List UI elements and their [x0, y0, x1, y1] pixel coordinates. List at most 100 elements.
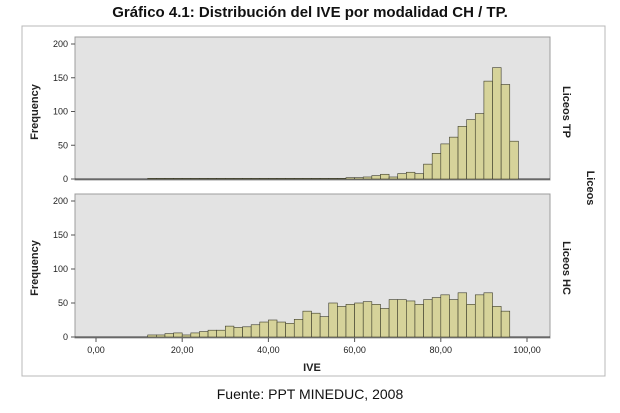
y-tick-label: 200 [53, 39, 68, 49]
histogram-bar [388, 299, 398, 338]
panel-strip-label-tp: Liceos TP [560, 86, 572, 138]
histogram-bar [268, 319, 278, 338]
histogram-bar [207, 329, 217, 338]
y-tick-label: 50 [58, 298, 68, 308]
histogram-bar [259, 321, 269, 338]
histogram-bar [225, 178, 235, 180]
y-tick-label: 100 [53, 107, 68, 117]
histogram-bar [414, 304, 424, 338]
y-tick-label: 0 [63, 332, 68, 342]
panel-liceos-hc: 0 50 100 150 200 [53, 193, 551, 342]
histogram-bar [311, 178, 321, 180]
histogram-bar [440, 294, 450, 338]
source-note: Fuente: PPT MINEDUC, 2008 [216, 386, 404, 402]
histogram-bar [345, 304, 355, 338]
histogram-bar [371, 175, 381, 180]
histogram-bar [380, 308, 390, 338]
histogram-bar [285, 178, 295, 180]
y-tick-label: 50 [58, 140, 68, 150]
histogram-bar [397, 173, 407, 180]
histogram-bar [173, 332, 183, 338]
histogram-bar [328, 178, 338, 180]
x-tick-label: 0,00 [87, 345, 105, 355]
histogram-bar [449, 136, 459, 180]
histogram-bar [207, 178, 217, 180]
histogram-bar [181, 334, 192, 338]
x-tick-label: 100,00 [513, 345, 541, 355]
histogram-bar [362, 301, 373, 338]
histogram-bar [181, 178, 192, 180]
histogram-bar [302, 310, 312, 338]
histogram-bar [337, 178, 347, 180]
histogram-bar [457, 292, 467, 338]
histogram-bar [216, 178, 226, 180]
histogram-bar [250, 324, 261, 338]
histogram-bar [457, 126, 467, 180]
chart-title: Gráfico 4.1: Distribución del IVE por mo… [112, 4, 508, 21]
histogram-bar [483, 80, 493, 180]
histogram-bar [319, 178, 330, 180]
histogram-bar [500, 310, 511, 338]
histogram-bar [311, 312, 321, 338]
panel-liceos-tp: 0 50 100 150 200 [53, 36, 551, 184]
histogram-bar [199, 331, 209, 338]
histogram-bar [156, 178, 166, 180]
histogram-bar [164, 333, 174, 338]
histogram-bar [354, 177, 364, 180]
histogram-bar [147, 178, 157, 180]
histogram-bar [233, 178, 243, 180]
x-tick-label: 40,00 [257, 345, 280, 355]
histogram-bar [431, 297, 442, 338]
histogram-bar [431, 153, 442, 180]
histogram-bar [414, 173, 424, 180]
histogram-bar [509, 140, 519, 180]
histogram-bar [423, 163, 433, 180]
histogram-bar [388, 176, 398, 180]
histogram-bar [293, 319, 304, 338]
histogram-bar [380, 173, 390, 180]
histogram-bar [156, 334, 166, 338]
histogram-bar [406, 300, 416, 338]
histogram-bar [147, 334, 157, 338]
histogram-bar [500, 84, 511, 180]
y-tick-label: 100 [53, 264, 68, 274]
histogram-bar [483, 292, 493, 338]
histogram-bar [440, 143, 450, 180]
x-tick-label: 80,00 [430, 345, 453, 355]
histogram-bar [190, 332, 200, 338]
y-axis-label-top: Frequency [29, 83, 41, 140]
histogram-bar [406, 171, 416, 180]
y-tick-label: 0 [63, 174, 68, 184]
histogram-bar [190, 178, 200, 180]
histogram-bar [371, 304, 381, 338]
histogram-bar [242, 178, 252, 180]
histogram-bar [302, 178, 312, 180]
histogram-bar [354, 302, 364, 338]
histogram-bar [319, 316, 330, 338]
histogram-bar [250, 178, 261, 180]
histogram-bar [199, 178, 209, 180]
histogram-bar [397, 299, 407, 338]
histogram-bar [173, 178, 183, 180]
histogram-bar [345, 177, 355, 180]
histogram-bar [492, 306, 502, 338]
histogram-bar [276, 321, 286, 338]
panel-strip-label-hc: Liceos HC [560, 241, 572, 295]
facet-label: Liceos [584, 171, 596, 206]
histogram-bar [259, 178, 269, 180]
y-tick-label: 150 [53, 230, 68, 240]
y-tick-label: 150 [53, 73, 68, 83]
histogram-bar [449, 299, 459, 338]
histogram-bar [362, 176, 373, 180]
histogram-bar [233, 327, 243, 338]
x-axis-label: IVE [303, 362, 321, 374]
histogram-bar [337, 306, 347, 338]
histogram-bar [225, 325, 235, 338]
histogram-bar [466, 304, 476, 338]
histogram-bar [492, 67, 502, 180]
histogram-bar [285, 323, 295, 338]
histogram-bar [423, 299, 433, 338]
histogram-bar [293, 178, 304, 180]
x-tick-label: 60,00 [343, 345, 366, 355]
